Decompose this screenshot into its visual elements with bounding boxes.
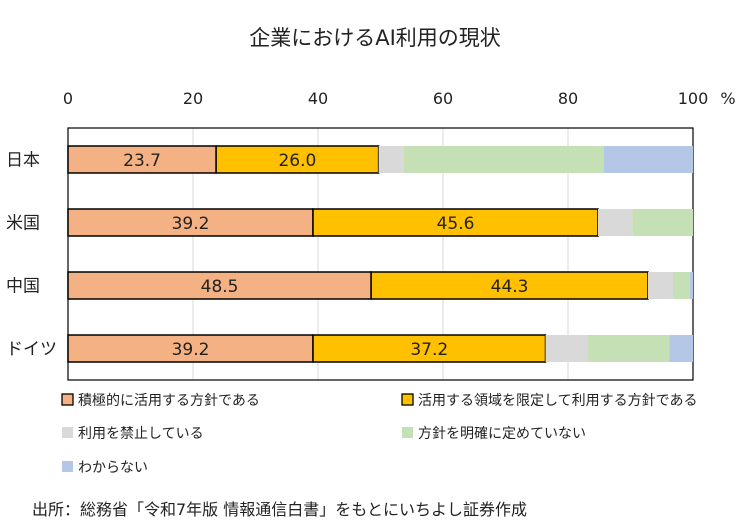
category-label: 日本 — [6, 151, 40, 171]
x-tick-label: 20 — [183, 89, 203, 108]
legend-swatch — [401, 393, 414, 406]
category-label: 米国 — [6, 214, 40, 234]
source-note: 出所：総務省「令和7年版 情報通信白書」をもとにいちよし証券作成 — [32, 500, 527, 519]
x-tick-label: 40 — [308, 89, 328, 108]
bar-segment — [673, 272, 690, 299]
bar-segment — [669, 335, 693, 362]
legend-swatch — [61, 393, 74, 406]
legend-swatch — [402, 427, 413, 438]
legend-label: わからない — [78, 460, 148, 476]
category-label: ドイツ — [6, 340, 57, 360]
x-tick-label: 60 — [433, 89, 453, 108]
legend-swatch — [62, 461, 73, 472]
plot-area: 日本 23.7 26.0 米国 39.2 45.6 中国 48.5 44.3 ドイツ 39.2 37.… — [6, 145, 693, 363]
bar-segment — [545, 335, 588, 362]
bar-segment — [588, 335, 670, 362]
legend-label: 方針を明確に定めていない — [418, 426, 586, 442]
bar-segment — [689, 272, 693, 299]
data-label: 37.2 — [410, 340, 448, 360]
x-tick-label: 80 — [558, 89, 578, 108]
bar-segment — [403, 146, 604, 173]
legend-label: 活用する領域を限定して利用する方針である — [418, 392, 697, 409]
data-label: 39.2 — [172, 214, 210, 234]
data-label: 26.0 — [278, 151, 316, 171]
bar-segment — [312, 334, 547, 363]
x-tick-label: 100 — [678, 89, 709, 108]
bar-segment — [67, 208, 314, 237]
plot-border — [67, 127, 694, 381]
data-label: 48.5 — [201, 277, 239, 297]
bar-segment — [632, 209, 693, 236]
legend-swatch — [62, 427, 73, 438]
data-label: 45.6 — [437, 214, 475, 234]
data-label: 23.7 — [123, 151, 161, 171]
bar-segment — [67, 334, 314, 363]
bar-segment — [598, 209, 633, 236]
bar-segment — [378, 146, 404, 173]
bar-segment — [67, 145, 217, 174]
data-label: 39.2 — [172, 340, 210, 360]
bar-segment — [312, 208, 599, 237]
legend-label: 利用を禁止している — [78, 426, 204, 442]
bar-segment — [215, 145, 380, 174]
category-label: 中国 — [6, 277, 40, 297]
legend-label: 積極的に活用する方針である — [78, 393, 260, 409]
legend: 積極的に活用する方針である 活用する領域を限定して利用する方針である利用を禁止して… — [61, 392, 697, 476]
x-tick-label: 0 — [63, 89, 73, 108]
chart-title: 企業におけるAI利用の現状 — [249, 26, 501, 50]
bar-segment — [648, 272, 673, 299]
bar-segment — [67, 271, 372, 300]
x-unit-label: % — [720, 89, 735, 108]
data-label: 44.3 — [491, 277, 529, 297]
bar-segment — [603, 146, 693, 173]
